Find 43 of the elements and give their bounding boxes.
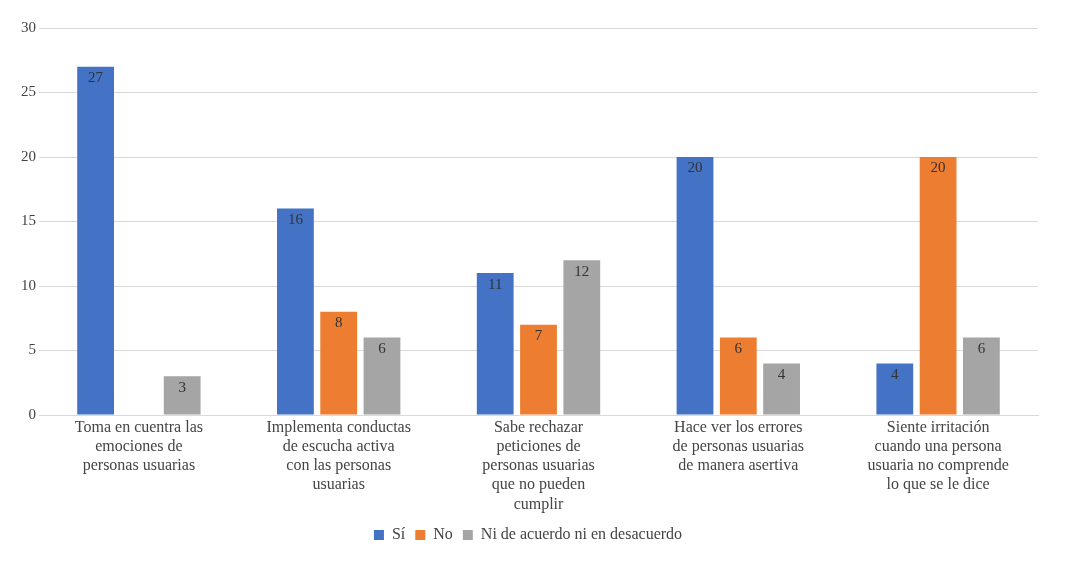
bar (163, 376, 201, 415)
y-tick-label: 30 (21, 18, 36, 35)
legend-label: Ni de acuerdo ni en desacuerdo (480, 525, 683, 543)
data-label: 20 (930, 159, 946, 176)
data-label: 12 (574, 262, 590, 279)
bar (320, 311, 358, 415)
data-label: 27 (88, 69, 104, 86)
bar (919, 157, 957, 415)
bar (563, 260, 601, 415)
bar (363, 337, 401, 415)
x-tick-label: Sabe rechazar peticiones de personas usuarias que no pueden cumplir (482, 417, 595, 513)
x-tick-label: Hace ver los errores de personas usuarias de manera asertiva (672, 417, 805, 474)
bar (277, 208, 314, 415)
bar (719, 337, 757, 415)
y-tick-label: 20 (21, 147, 36, 164)
data-label: 6 (734, 340, 743, 357)
data-label: 7 (534, 327, 543, 344)
bar (520, 324, 557, 415)
bar (476, 273, 514, 415)
bar (876, 363, 914, 415)
data-label: 6 (378, 340, 387, 357)
data-label: 16 (287, 211, 304, 228)
y-tick-label: 15 (21, 212, 36, 229)
bar (676, 157, 714, 415)
y-tick-label: 5 (28, 341, 36, 358)
data-label: 3 (178, 378, 186, 395)
x-tick-label: Implementa conductas de escucha activa con las personas usuarias (266, 417, 411, 493)
x-tick-label: Toma en cuentra las emociones de personas usuarias (74, 417, 203, 475)
bar (763, 363, 800, 415)
bar (962, 337, 1000, 415)
data-label: 8 (334, 314, 343, 331)
x-tick-label: Siente irritación cuando una persona usuaria no comprende lo que se le dice (867, 417, 1009, 494)
y-tick-label: 10 (21, 276, 36, 293)
data-label: 20 (687, 159, 703, 176)
data-label: 11 (487, 275, 503, 292)
y-tick-label: 0 (28, 405, 36, 422)
legend-label: No (433, 525, 453, 543)
y-tick-label: 25 (21, 83, 36, 100)
data-label: 6 (977, 340, 986, 357)
data-label: 4 (777, 365, 786, 382)
bar (77, 66, 115, 415)
legend-label: Sí (391, 525, 406, 543)
data-label: 4 (891, 365, 900, 382)
